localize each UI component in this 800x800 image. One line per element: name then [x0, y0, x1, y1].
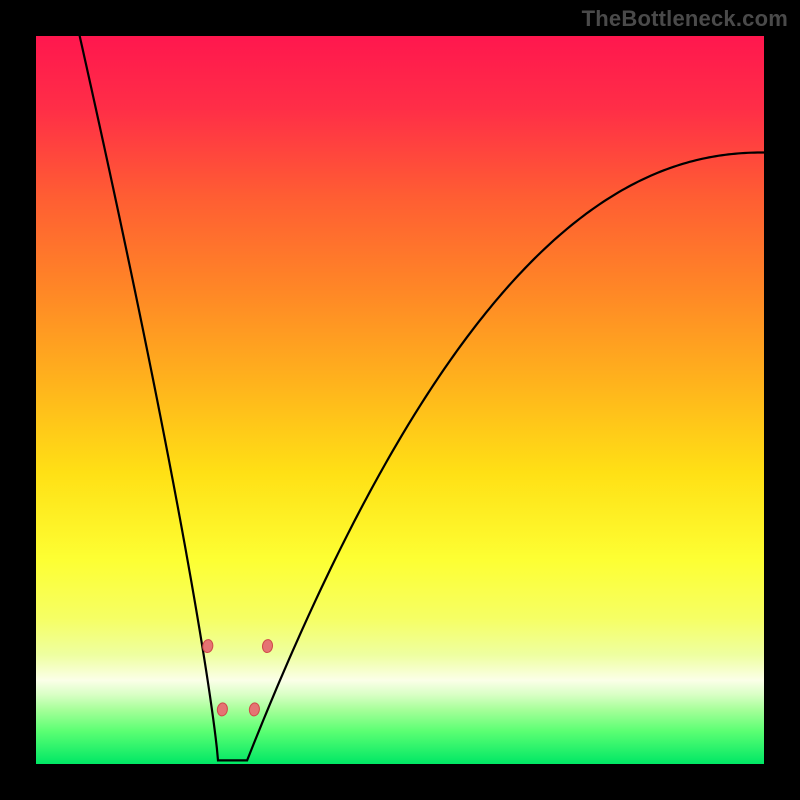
- gradient-background: [36, 36, 764, 764]
- frame-left: [0, 0, 36, 800]
- frame-bottom: [0, 764, 800, 800]
- plot-svg: [36, 36, 764, 764]
- frame-right: [764, 0, 800, 800]
- plot-area: [36, 36, 764, 764]
- watermark-text: TheBottleneck.com: [582, 6, 788, 32]
